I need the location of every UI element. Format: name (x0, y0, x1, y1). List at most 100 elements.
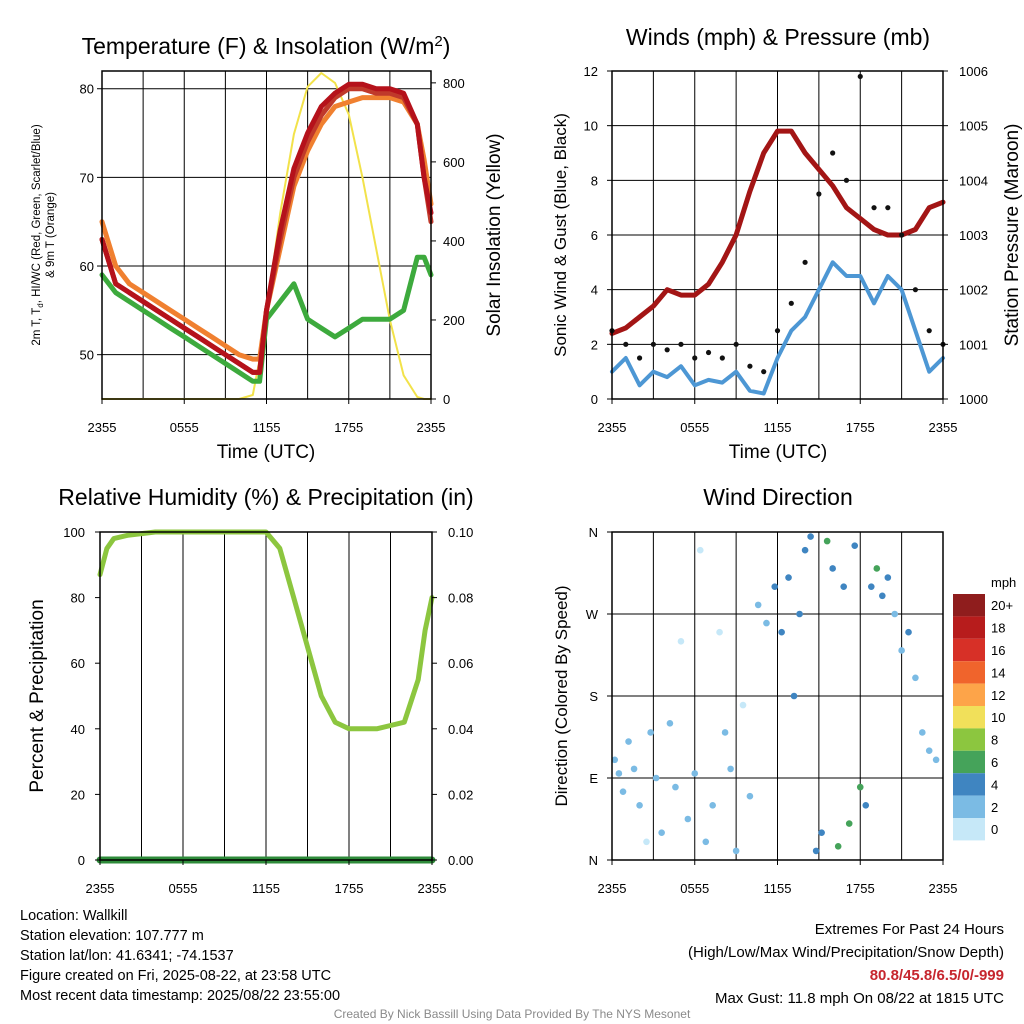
winds-panel: Winds (mph) & Pressure (mb) 0 2 4 6 8 10 12 100… (551, 24, 1023, 463)
humidity-plot-area: 0 0.00 20 0.02 40 0.04 60 0.06 80 0.08 100 0.10 2355… (63, 525, 473, 896)
direction-point (691, 770, 699, 777)
direction-point (716, 628, 723, 636)
gust-point (719, 355, 725, 361)
extremes-title: Extremes For Past 24 Hours (814, 921, 1004, 938)
station-elevation: Station elevation: 107.777 m (20, 928, 204, 944)
y2-tick-label: 1002 (959, 283, 988, 298)
gust-point (650, 341, 656, 347)
direction-point (611, 756, 619, 764)
y2-tick-label: 0.02 (448, 787, 473, 802)
direction-point (647, 729, 654, 736)
direction-point (672, 783, 679, 791)
x-tick-label: 2355 (88, 420, 117, 435)
colorbar-swatch (953, 616, 985, 639)
extremes-legend: (High/Low/Max Wind/Precipitation/Snow De… (688, 944, 1004, 961)
direction-point (739, 701, 747, 709)
x-tick-label: 1755 (846, 420, 875, 435)
direction-point (856, 783, 864, 791)
series-line-sonic-wind (610, 260, 945, 396)
pressure-y-label: Station Pressure (Maroon) (1002, 124, 1023, 347)
direction-point (658, 829, 665, 836)
y-tick-label: 100 (63, 525, 85, 540)
gust-point (761, 369, 767, 375)
gust-point (678, 341, 684, 347)
humidity-panel-title: Relative Humidity (%) & Precipitation (i… (58, 484, 473, 510)
direction-point (834, 843, 842, 850)
direction-point (891, 610, 899, 618)
temperature-panel: Temperature (F) & Insolation (W/m2) 50 60… (31, 33, 505, 463)
y-tick-label: 8 (591, 173, 598, 188)
y2-tick-label: 1004 (959, 173, 988, 188)
direction-point (818, 829, 825, 836)
direction-point (666, 720, 674, 727)
colorbar-label: 0 (991, 822, 998, 837)
y2-tick-label: 0 (443, 392, 450, 407)
y2-tick-label: 600 (443, 155, 465, 170)
gust-point (843, 177, 850, 183)
temperature-y-label-line2: & 9m T (Orange) (45, 192, 57, 278)
y-tick-label: 2 (591, 337, 598, 352)
direction-point (763, 619, 770, 627)
y2-tick-label: 0.00 (448, 853, 473, 868)
gust-point (747, 363, 753, 369)
direction-point (790, 692, 798, 700)
direction-point (643, 838, 650, 846)
direction-point (727, 765, 734, 773)
x-tick-label: 1155 (764, 420, 792, 435)
direction-point (615, 770, 623, 777)
direction-point (867, 583, 875, 590)
y2-tick-label: 1006 (959, 64, 988, 79)
direction-point (879, 592, 886, 600)
figure-created: Figure created on Fri, 2025-08-22, at 23… (20, 968, 332, 984)
x-tick-label: 0555 (170, 420, 199, 435)
gust-point (692, 355, 698, 361)
colorbar-swatch (953, 594, 985, 617)
y2-tick-label: 1000 (959, 392, 988, 407)
direction-point (898, 647, 905, 654)
direction-point (912, 674, 919, 682)
gust-point (664, 347, 670, 353)
y2-tick-label: 200 (443, 313, 465, 328)
colorbar-label: 2 (991, 800, 998, 815)
temperature-x-label: Time (UTC) (217, 442, 316, 463)
gust-point (774, 328, 781, 334)
direction-point (905, 628, 912, 636)
direction-point (785, 574, 792, 581)
extremes-values: 80.8/45.8/6.5/0/-999 (869, 967, 1004, 984)
y-tick-label: 6 (591, 228, 598, 243)
y-tick-label: E (589, 771, 598, 786)
colorbar-label: 10 (991, 710, 1005, 725)
y-tick-label: W (586, 607, 599, 622)
x-tick-label: 0555 (680, 420, 709, 435)
x-tick-label: 2355 (418, 881, 447, 896)
direction-point (636, 802, 643, 809)
direction-point (796, 610, 803, 618)
direction-point (721, 729, 729, 736)
winds-plot-area: 0 2 4 6 8 10 12 1000 1001 1002 1003 1004 1005 1006 235… (584, 64, 988, 435)
colorbar-swatch (953, 683, 985, 706)
x-tick-label: 2355 (929, 420, 958, 435)
x-tick-label: 1155 (253, 420, 281, 435)
y2-tick-label: 0.06 (448, 656, 473, 671)
wind-direction-y-label: Direction (Colored By Speed) (552, 585, 571, 806)
gust-point (830, 150, 836, 156)
direction-point (754, 601, 762, 609)
direction-point (746, 792, 754, 800)
gust-point (885, 205, 891, 211)
colorbar-swatch (953, 750, 985, 774)
gust-point (623, 341, 629, 347)
wind-direction-panel-title: Wind Direction (703, 484, 853, 510)
direction-point (840, 583, 847, 590)
direction-point (702, 838, 710, 846)
station-info: Location: Wallkill Station elevation: 10… (20, 906, 340, 1006)
y-tick-label: 50 (80, 348, 94, 363)
temperature-y-label-line1: 2m T, Td, HI/WC (Red, Green, Scarlet/Blu… (31, 124, 45, 345)
y-tick-label: 0 (591, 392, 598, 407)
colorbar-swatch (953, 728, 985, 751)
direction-point (677, 638, 685, 645)
x-tick-label: 1155 (764, 881, 792, 896)
gust-point (871, 205, 877, 211)
direction-point (925, 747, 933, 754)
gust-point (802, 259, 808, 265)
